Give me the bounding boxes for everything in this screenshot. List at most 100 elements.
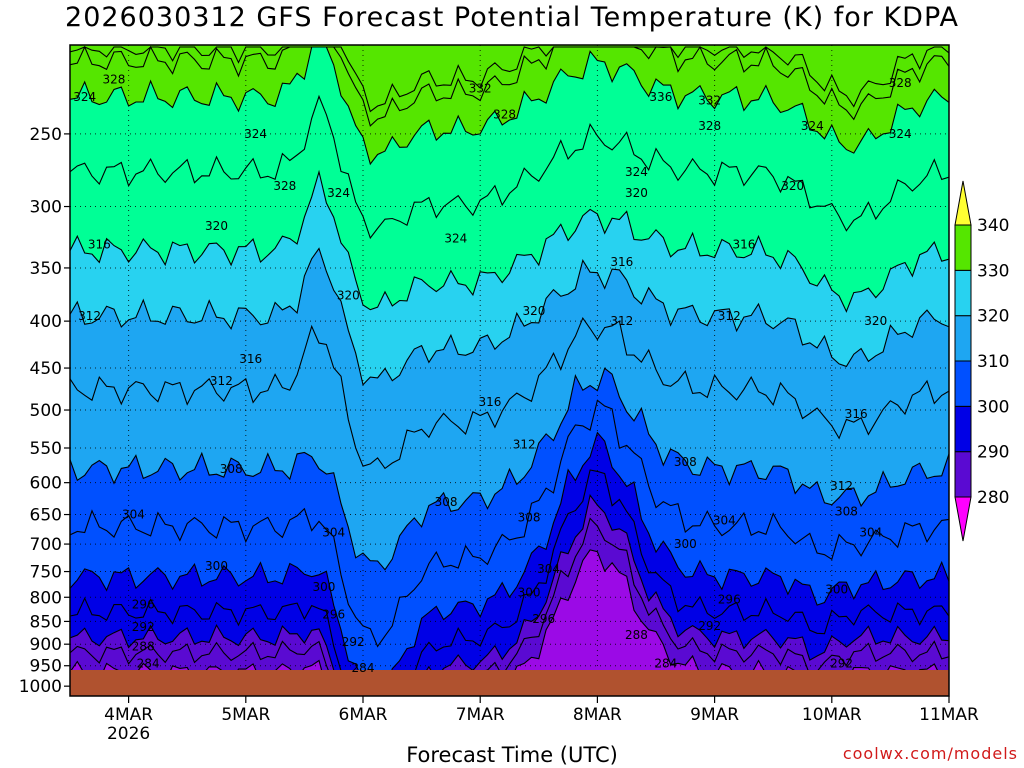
contour-label: 288 <box>625 628 648 642</box>
contour-label: 304 <box>859 526 882 540</box>
contour-label: 296 <box>322 607 345 621</box>
contour-label: 300 <box>674 537 697 551</box>
x-tick-label-8MAR: 8MAR <box>573 705 622 725</box>
y-tick-label-950: 950 <box>30 657 62 677</box>
contour-label: 320 <box>781 179 804 193</box>
contour-label: 324 <box>625 165 648 179</box>
contour-label: 304 <box>322 526 345 540</box>
plot-frame <box>69 44 950 697</box>
fill-band-290 <box>70 495 949 696</box>
x-tick-label-9MAR: 9MAR <box>690 705 739 725</box>
ground-surface <box>70 670 949 696</box>
y-tick-label-600: 600 <box>30 474 62 494</box>
isotherm-line-292 <box>70 494 949 696</box>
isotherm-line-328 <box>70 46 949 166</box>
contour-label: 316 <box>610 255 633 269</box>
contour-label: 312 <box>78 309 101 323</box>
contour-label: 296 <box>532 612 555 626</box>
contour-label: 292 <box>830 657 853 671</box>
y-tick-label-750: 750 <box>30 563 62 583</box>
y-tick-label-550: 550 <box>30 439 62 459</box>
contour-label: 296 <box>718 593 741 607</box>
contour-label: 328 <box>273 179 296 193</box>
isotherm-line-288 <box>70 517 949 696</box>
contour-label-layer: 328 324 316 312 304 300 296 292 288 284 320 316 312 3… <box>73 72 911 674</box>
x-tick-label-11MAR: 11MAR <box>919 705 979 725</box>
contour-label: 316 <box>88 237 111 251</box>
contour-label: 308 <box>518 511 541 525</box>
isotherm-line-336 <box>70 46 949 113</box>
contour-label: 332 <box>469 81 492 95</box>
y-tick-label-500: 500 <box>30 401 62 421</box>
y-tick-label-700: 700 <box>30 535 62 555</box>
y-tick-label-400: 400 <box>30 312 62 332</box>
contour-label: 312 <box>610 314 633 328</box>
colorbar-segment-290 <box>954 405 972 453</box>
contour-label: 324 <box>444 231 467 245</box>
contour-label: 300 <box>825 583 848 597</box>
isotherm-line-332 <box>70 45 949 127</box>
contour-label: 300 <box>205 559 228 573</box>
contour-label: 316 <box>732 237 755 251</box>
temperature-fill-layer <box>70 45 949 696</box>
fill-band-286 <box>70 518 949 696</box>
y-tick-label-1000: 1000 <box>19 677 62 697</box>
contour-label: 324 <box>244 127 267 141</box>
contour-label: 284 <box>137 657 160 671</box>
contour-label: 308 <box>835 504 858 518</box>
isotherm-line-316 <box>70 247 949 386</box>
contour-label: 328 <box>889 76 912 90</box>
chart-title: 2026030312 GFS Forecast Potential Temper… <box>65 2 959 33</box>
contour-label: 328 <box>698 119 721 133</box>
contour-label: 316 <box>845 407 868 421</box>
contour-label: 300 <box>518 585 541 599</box>
contour-label: 312 <box>830 479 853 493</box>
x-tick-label-10MAR: 10MAR <box>802 705 862 725</box>
axes-layer: 250 300 350 400 450 500 550 600 650 700 750 800 850 9… <box>19 44 979 744</box>
colorbar-segment-310 <box>954 315 972 362</box>
x-tick-label-4MAR: 4MAR <box>104 705 153 725</box>
contour-label: 284 <box>352 661 375 675</box>
contour-label: 332 <box>698 94 721 108</box>
contour-label: 336 <box>649 90 672 104</box>
contour-label: 292 <box>698 619 721 633</box>
surface-layer <box>70 670 949 696</box>
x-axis-label: Forecast Time (UTC) <box>406 743 618 767</box>
colorbar-label-280: 280 <box>977 488 1009 508</box>
colorbar-under-arrow <box>954 496 972 542</box>
contour-label: 300 <box>312 580 335 594</box>
isotherm-line-296 <box>70 469 949 696</box>
contour-label: 328 <box>102 72 125 86</box>
contour-label: 324 <box>889 127 912 141</box>
isotherm-line-308 <box>70 367 949 571</box>
x-tick-label-6MAR: 6MAR <box>339 705 388 725</box>
contour-label: 288 <box>132 639 155 653</box>
contour-label: 312 <box>210 374 233 388</box>
y-tick-label-650: 650 <box>30 506 62 526</box>
contour-label: 324 <box>73 90 96 104</box>
contour-label: 308 <box>220 462 243 476</box>
contour-label: 324 <box>801 119 824 133</box>
contour-label: 312 <box>513 437 536 451</box>
isotherm-line-300 <box>70 431 949 696</box>
contour-label: 316 <box>239 352 262 366</box>
colorbar-label-290: 290 <box>977 443 1009 463</box>
x-tick-label-5MAR: 5MAR <box>221 705 270 725</box>
colorbar-segment-330 <box>954 224 972 271</box>
y-tick-label-900: 900 <box>30 635 62 655</box>
contour-label: 308 <box>435 495 458 509</box>
contour-label: 308 <box>674 455 697 469</box>
x-tick-sublabel-4MAR: 2026 <box>107 724 150 744</box>
contour-label: 304 <box>713 514 736 528</box>
contour-label: 320 <box>205 219 228 233</box>
contour-label: 292 <box>132 620 155 634</box>
colorbar-segment-300 <box>954 360 972 407</box>
y-tick-label-250: 250 <box>30 125 62 145</box>
colorbar: 280 290 300 310 320 330 340 <box>954 180 1009 542</box>
contour-label: 328 <box>493 107 516 121</box>
contour-label: 304 <box>122 508 145 522</box>
contour-label: 320 <box>864 314 887 328</box>
contour-label: 284 <box>654 657 677 671</box>
y-tick-label-350: 350 <box>30 259 62 279</box>
